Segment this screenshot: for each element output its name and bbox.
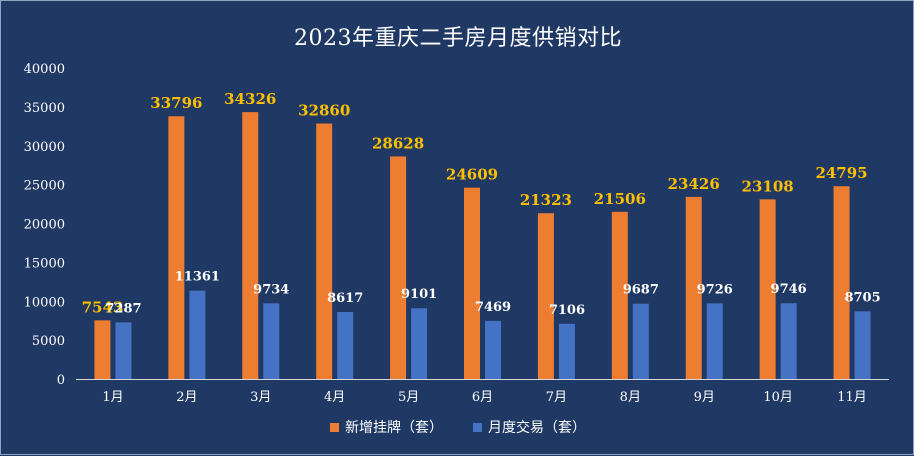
y-tick-label: 40000 bbox=[24, 62, 65, 77]
y-tick-label: 35000 bbox=[24, 101, 65, 116]
data-label-transactions: 7287 bbox=[105, 301, 141, 316]
y-tick-label: 0 bbox=[57, 373, 65, 388]
legend-item-listings: 新增挂牌（套） bbox=[330, 417, 443, 437]
data-label-transactions: 9687 bbox=[623, 283, 659, 298]
x-tick-label: 7月 bbox=[546, 390, 567, 405]
data-label-transactions: 11361 bbox=[175, 270, 220, 285]
data-label-transactions: 8705 bbox=[844, 290, 880, 305]
y-tick-label: 15000 bbox=[24, 256, 65, 271]
y-tick-label: 5000 bbox=[32, 334, 65, 349]
bar-new-listings bbox=[685, 196, 702, 379]
bar-transactions bbox=[263, 303, 280, 379]
bar-transactions bbox=[337, 312, 354, 379]
bar-transactions bbox=[485, 320, 501, 379]
legend-swatch-blue bbox=[473, 422, 482, 432]
bar-transactions bbox=[854, 311, 871, 379]
y-tick-label: 30000 bbox=[24, 140, 65, 155]
y-tick-label: 10000 bbox=[24, 295, 65, 310]
data-label-transactions: 7106 bbox=[549, 303, 585, 318]
data-label-new-listings: 24795 bbox=[815, 164, 867, 182]
x-tick-label: 10月 bbox=[763, 390, 793, 405]
data-label-new-listings: 21506 bbox=[594, 190, 646, 208]
data-label-new-listings: 32860 bbox=[298, 102, 350, 120]
data-label-new-listings: 33796 bbox=[150, 94, 202, 112]
bar-transactions bbox=[189, 290, 206, 379]
legend-item-transactions: 月度交易（套） bbox=[473, 417, 586, 437]
x-tick-label: 5月 bbox=[398, 390, 419, 405]
data-label-new-listings: 21323 bbox=[520, 191, 572, 209]
bar-new-listings bbox=[390, 156, 407, 379]
data-label-new-listings: 24609 bbox=[446, 166, 498, 184]
bar-transactions bbox=[411, 308, 428, 379]
data-label-new-listings: 28628 bbox=[372, 134, 424, 152]
bar-new-listings bbox=[611, 211, 628, 379]
chart-title: 2023年重庆二手房月度供销对比 bbox=[294, 26, 622, 51]
x-tick-label: 2月 bbox=[176, 390, 197, 405]
data-label-new-listings: 23426 bbox=[668, 175, 720, 193]
bar-new-listings bbox=[168, 116, 185, 380]
bar-transactions bbox=[706, 303, 723, 379]
y-tick-label: 20000 bbox=[24, 218, 65, 233]
bar-new-listings bbox=[316, 123, 333, 380]
x-tick-label: 4月 bbox=[324, 390, 345, 405]
y-tick-label: 25000 bbox=[24, 179, 65, 194]
data-label-transactions: 9734 bbox=[253, 282, 289, 297]
bar-new-listings bbox=[833, 186, 850, 379]
x-tick-label: 11月 bbox=[837, 390, 867, 405]
x-tick-label: 3月 bbox=[250, 390, 271, 405]
x-tick-label: 8月 bbox=[620, 390, 641, 405]
bar-new-listings bbox=[759, 199, 776, 379]
x-tick-label: 1月 bbox=[102, 390, 123, 405]
legend-label-listings: 新增挂牌（套） bbox=[345, 420, 443, 436]
bar-new-listings bbox=[94, 320, 111, 379]
legend-label-transactions: 月度交易（套） bbox=[488, 420, 586, 436]
legend: 新增挂牌（套） 月度交易（套） bbox=[1, 417, 914, 437]
bar-new-listings bbox=[537, 213, 554, 379]
x-tick-label: 6月 bbox=[472, 390, 493, 405]
bar-transactions bbox=[558, 323, 575, 379]
data-label-transactions: 9726 bbox=[697, 282, 733, 297]
bar-transactions bbox=[632, 303, 649, 379]
bar-new-listings bbox=[242, 112, 259, 379]
bar-new-listings bbox=[464, 187, 480, 379]
bar-transactions bbox=[780, 303, 797, 379]
data-label-transactions: 9746 bbox=[771, 282, 807, 297]
data-label-new-listings: 34326 bbox=[224, 90, 276, 108]
x-tick-label: 9月 bbox=[694, 390, 715, 405]
data-label-transactions: 7469 bbox=[475, 300, 511, 315]
data-label-new-listings: 23108 bbox=[742, 177, 794, 195]
legend-swatch-orange bbox=[330, 422, 339, 432]
data-label-new-listings: 7543 bbox=[82, 298, 124, 316]
bar-transactions bbox=[115, 322, 132, 379]
data-label-transactions: 8617 bbox=[327, 291, 363, 306]
data-label-transactions: 9101 bbox=[401, 287, 437, 302]
